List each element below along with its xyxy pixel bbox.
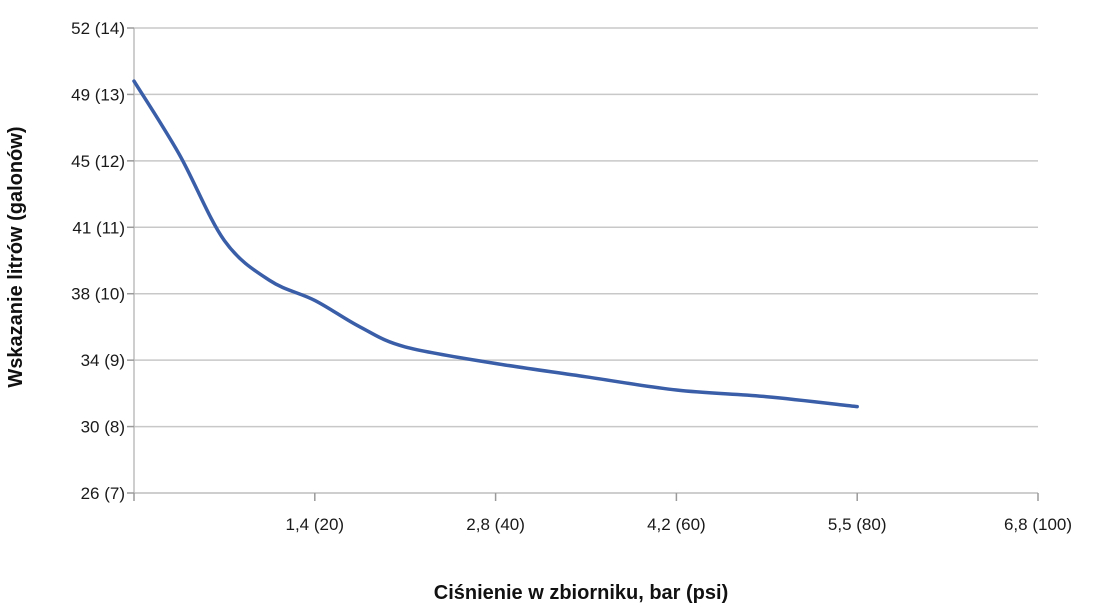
y-tick-label: 26 (7)	[81, 484, 125, 503]
y-tick-label: 49 (13)	[71, 85, 125, 104]
y-axis-ticks: 26 (7) 30 (8) 34 (9) 38 (10) 41 (11) 45 (12) 4…	[71, 19, 134, 503]
x-tick-label: 2,8 (40)	[466, 515, 525, 534]
x-tick-label: 6,8 (100)	[1004, 515, 1072, 534]
y-tick-label: 41 (11)	[72, 218, 125, 237]
x-tick-label: 1,4 (20)	[286, 515, 345, 534]
series-group	[132, 79, 859, 409]
gridlines	[134, 27, 1038, 428]
y-tick-label: 45 (12)	[71, 152, 125, 171]
y-tick-label: 30 (8)	[81, 418, 125, 437]
y-tick-label: 34 (9)	[81, 351, 125, 370]
x-tick-label: 5,5 (80)	[828, 515, 887, 534]
y-tick-label: 52 (14)	[71, 19, 125, 38]
y-tick-label: 38 (10)	[71, 285, 125, 304]
axes	[133, 28, 1038, 494]
x-axis-ticks: 1,4 (20) 2,8 (40) 4,2 (60) 5,5 (80) 6,8 (100…	[133, 493, 1072, 534]
series-line	[132, 79, 859, 409]
y-axis-title: Wskazanie litrów (galonów)	[5, 126, 27, 387]
x-axis-title: Ciśnienie w zbiorniku, bar (psi)	[434, 582, 728, 604]
x-tick-label: 4,2 (60)	[647, 515, 706, 534]
